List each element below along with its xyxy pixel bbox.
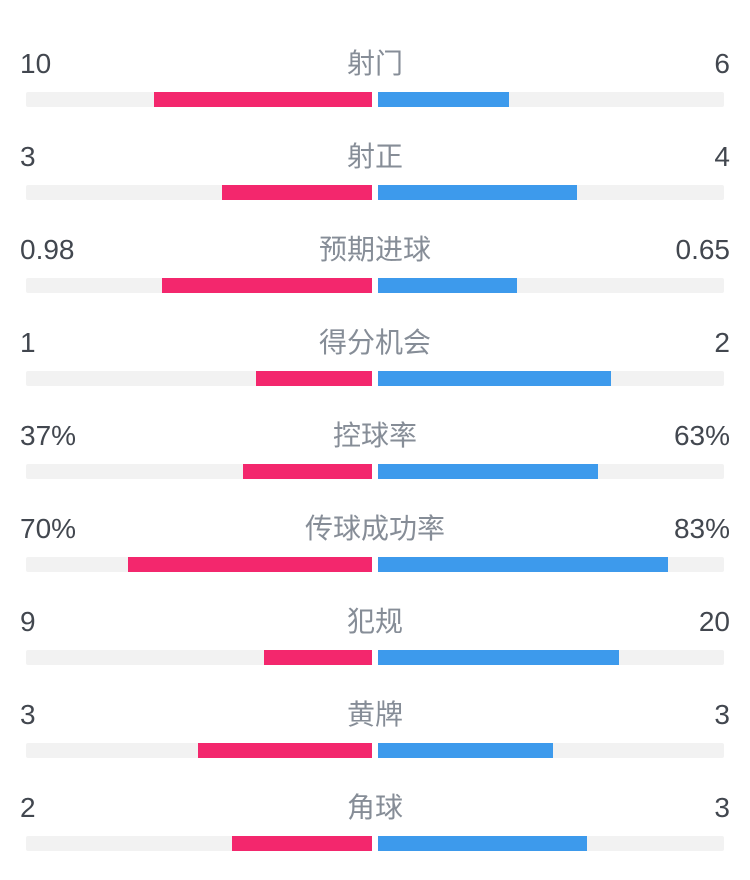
away-value: 3: [714, 699, 730, 730]
stat-label: 射正: [346, 141, 403, 172]
away-value: 4: [714, 141, 730, 172]
stat-label: 黄牌: [346, 699, 403, 730]
home-value: 70%: [20, 513, 77, 544]
away-bar: [378, 557, 668, 572]
away-value: 20: [698, 606, 730, 637]
away-bar: [378, 743, 553, 758]
bar-center-divider: [372, 371, 378, 386]
stat-bar: [26, 278, 724, 293]
away-bar: [378, 464, 598, 479]
row-header: 37% 控球率 63%: [0, 416, 750, 456]
home-bar: [255, 371, 372, 386]
away-bar: [378, 92, 509, 107]
home-bar: [153, 92, 372, 107]
home-bar: [222, 185, 372, 200]
stat-label: 射门: [346, 48, 403, 79]
stat-label: 角球: [346, 792, 403, 823]
row-header: 10 射门 6: [0, 44, 750, 84]
away-bar: [378, 185, 578, 200]
away-value: 6: [714, 48, 730, 79]
home-bar: [242, 464, 372, 479]
stat-bar: [26, 557, 724, 572]
home-value: 2: [20, 792, 36, 823]
home-value: 3: [20, 699, 36, 730]
stat-bar: [26, 371, 724, 386]
bar-center-divider: [372, 743, 378, 758]
away-value: 3: [714, 792, 730, 823]
stat-row-shots-on-target: 3 射正 4: [0, 137, 750, 230]
stat-bar: [26, 464, 724, 479]
row-header: 70% 传球成功率 83%: [0, 509, 750, 549]
bar-center-divider: [372, 185, 378, 200]
row-header: 0.98 预期进球 0.65: [0, 230, 750, 270]
stat-row-shots: 10 射门 6: [0, 44, 750, 137]
home-bar: [232, 836, 372, 851]
stat-label: 预期进球: [318, 234, 431, 265]
away-value: 0.65: [675, 234, 731, 265]
stat-row-big-chances: 1 得分机会 2: [0, 323, 750, 416]
stat-row-fouls: 9 犯规 20: [0, 602, 750, 695]
row-header: 1 得分机会 2: [0, 323, 750, 363]
home-bar: [197, 743, 372, 758]
bar-center-divider: [372, 836, 378, 851]
stat-row-possession: 37% 控球率 63%: [0, 416, 750, 509]
bar-center-divider: [372, 557, 378, 572]
home-value: 9: [20, 606, 36, 637]
stat-bar: [26, 650, 724, 665]
bar-center-divider: [372, 650, 378, 665]
home-value: 3: [20, 141, 36, 172]
home-value: 0.98: [20, 234, 75, 265]
away-value: 83%: [673, 513, 730, 544]
home-bar: [127, 557, 372, 572]
home-bar: [162, 278, 372, 293]
home-value: 10: [20, 48, 52, 79]
home-value: 1: [20, 327, 36, 358]
stat-row-corners: 2 角球 3: [0, 788, 750, 880]
away-bar: [378, 371, 611, 386]
bar-center-divider: [372, 278, 378, 293]
stat-label: 控球率: [332, 420, 417, 451]
home-bar: [263, 650, 372, 665]
stat-bar: [26, 743, 724, 758]
stat-label: 传球成功率: [304, 513, 445, 544]
stat-row-yellow-cards: 3 黄牌 3: [0, 695, 750, 788]
bar-center-divider: [372, 464, 378, 479]
away-bar: [378, 836, 588, 851]
row-header: 2 角球 3: [0, 788, 750, 828]
away-value: 63%: [673, 420, 730, 451]
row-header: 3 黄牌 3: [0, 695, 750, 735]
row-header: 9 犯规 20: [0, 602, 750, 642]
away-bar: [378, 650, 619, 665]
stat-bar: [26, 92, 724, 107]
stat-bar: [26, 185, 724, 200]
away-bar: [378, 278, 518, 293]
stat-bar: [26, 836, 724, 851]
home-value: 37%: [20, 420, 77, 451]
stat-row-pass-accuracy: 70% 传球成功率 83%: [0, 509, 750, 602]
stat-label: 犯规: [346, 606, 403, 637]
away-value: 2: [714, 327, 730, 358]
bar-center-divider: [372, 92, 378, 107]
stat-label: 得分机会: [318, 327, 431, 358]
stat-row-expected-goals: 0.98 预期进球 0.65: [0, 230, 750, 323]
row-header: 3 射正 4: [0, 137, 750, 177]
